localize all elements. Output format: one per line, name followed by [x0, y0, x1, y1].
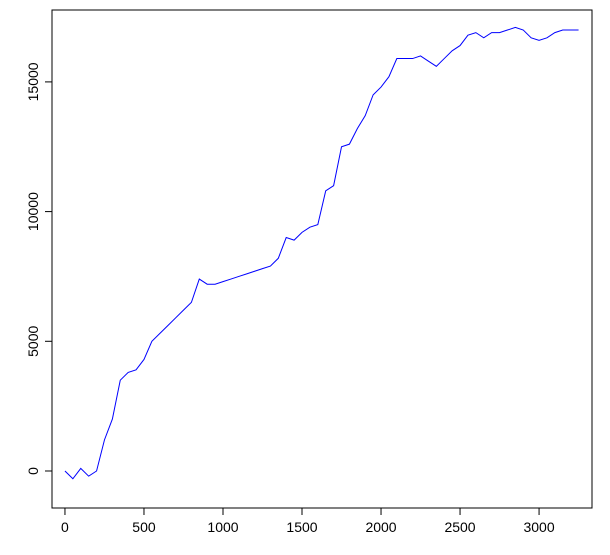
x-tick-label: 2500	[444, 519, 475, 535]
y-tick-label: 5000	[25, 326, 41, 357]
y-tick-label: 0	[25, 467, 41, 475]
x-tick-label: 0	[61, 519, 69, 535]
x-tick-label: 500	[132, 519, 156, 535]
x-tick-label: 2000	[365, 519, 396, 535]
x-tick-label: 1500	[286, 519, 317, 535]
x-tick-label: 1000	[207, 519, 238, 535]
plot-box	[51, 9, 593, 509]
x-tick-label: 3000	[523, 519, 554, 535]
y-tick-label: 10000	[25, 192, 41, 231]
y-tick-label: 15000	[25, 62, 41, 101]
data-line	[64, 26, 579, 480]
